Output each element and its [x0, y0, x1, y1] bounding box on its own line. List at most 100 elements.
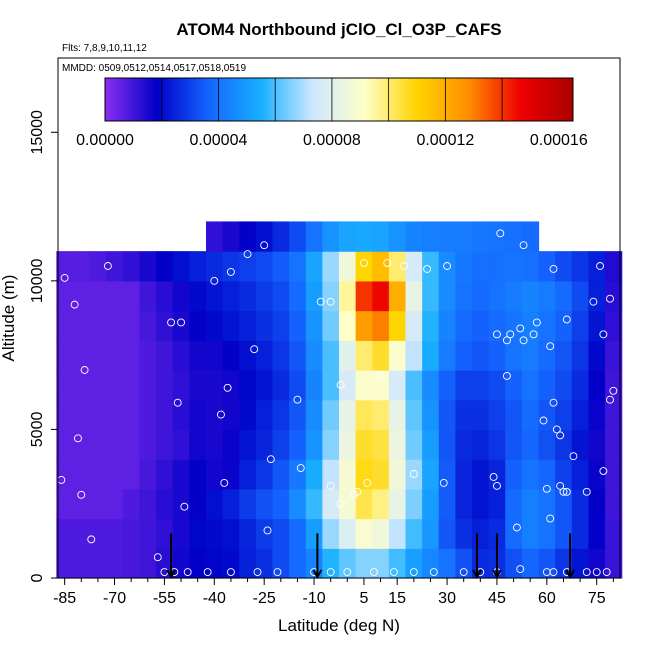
heatmap-cell [189, 459, 207, 490]
heatmap-cell [289, 340, 307, 371]
heatmap-cell [322, 548, 340, 579]
heatmap-cell [372, 370, 390, 401]
heatmap-cell [255, 251, 274, 282]
sample-point [273, 568, 282, 577]
heatmap-cell [172, 370, 190, 401]
heatmap-cell [272, 459, 290, 490]
heatmap-cell [538, 370, 556, 401]
heatmap-cell [106, 399, 124, 431]
heatmap-cell [72, 310, 91, 341]
heatmap-cell [89, 399, 107, 431]
heatmap-cell [322, 429, 340, 460]
sample-point [226, 568, 235, 577]
heatmap-cell [505, 340, 523, 371]
heatmap-cell [372, 429, 390, 460]
heatmap-cell [438, 221, 456, 252]
heatmap-cell [239, 310, 257, 341]
heatmap-cell [355, 370, 373, 401]
track-arrow-head [565, 569, 575, 580]
heatmap-cell [472, 459, 490, 490]
heatmap-cell [255, 548, 274, 579]
heatmap-cell [488, 310, 506, 341]
y-axis-label: Altitude (m) [0, 275, 18, 362]
heatmap-cell [555, 340, 573, 371]
sample-point [502, 371, 511, 380]
heatmap-cell [205, 280, 224, 312]
heatmap-cell [339, 429, 357, 460]
sample-point [539, 416, 548, 425]
sample-point [77, 490, 86, 499]
heatmap-cell [438, 251, 456, 282]
heatmap-cell [339, 518, 357, 549]
heatmap-cell [56, 370, 74, 401]
sample-point [266, 455, 275, 464]
heatmap-cell [172, 548, 190, 579]
heatmap-cell [339, 370, 357, 401]
colorbar-tick-label: 0.00004 [190, 132, 248, 149]
heatmap-cell [538, 340, 556, 371]
x-tick-label: -70 [103, 590, 126, 607]
heatmap-cell [538, 280, 556, 312]
heatmap-cell [488, 459, 506, 490]
sample-point [429, 568, 438, 577]
heatmap-cell [605, 399, 623, 431]
heatmap-cell [571, 340, 590, 371]
heatmap-cell [388, 340, 407, 371]
heatmap-cell [239, 221, 257, 252]
heatmap-cell [605, 488, 623, 520]
heatmap-cell [56, 399, 74, 431]
track-arrows [166, 533, 575, 580]
heatmap-cell [355, 429, 373, 460]
heatmap-cell [388, 221, 407, 252]
sample-point [363, 478, 372, 487]
heatmap-cell [255, 370, 274, 401]
heatmap-cell [222, 399, 240, 431]
heatmap-cell [388, 370, 407, 401]
heatmap-cell [189, 251, 207, 282]
heatmap-cell [56, 518, 74, 549]
track-arrow [472, 533, 482, 580]
heatmap-cell [472, 399, 490, 431]
heatmap-cell [588, 488, 606, 520]
heatmap-cell [538, 518, 556, 549]
heatmap-cell [239, 518, 257, 549]
heatmap-cell [322, 518, 340, 549]
sample-point [180, 502, 189, 511]
heatmap-cell [272, 251, 290, 282]
heatmap-cell [89, 340, 107, 371]
heatmap-cell [289, 399, 307, 431]
heatmap-cell [588, 429, 606, 460]
dates-note: MMDD: 0509,0512,0514,0517,0518,0519 [62, 63, 246, 74]
heatmap-cell [289, 459, 307, 490]
heatmap-cell [388, 280, 407, 312]
sample-point [296, 464, 305, 473]
heatmap-cell [455, 310, 473, 341]
heatmap-cell [388, 548, 407, 579]
sample-point [253, 568, 262, 577]
sample-point [220, 478, 229, 487]
heatmap-cell [438, 548, 456, 579]
sample-point [569, 452, 578, 461]
heatmap-cell [405, 340, 423, 371]
heatmap-cell [588, 340, 606, 371]
heatmap-cell [571, 280, 590, 312]
heatmap-cell [205, 340, 224, 371]
sample-point [173, 398, 182, 407]
colorbar-gradient [105, 78, 573, 121]
heatmap-cell [189, 488, 207, 520]
heatmap-cell [555, 518, 573, 549]
heatmap-cell [521, 221, 540, 252]
heatmap-cell [222, 370, 240, 401]
heatmap-cell [255, 459, 274, 490]
y-tick-label: 0 [29, 573, 46, 582]
heatmap-cell [588, 548, 606, 579]
heatmap-cell [588, 251, 606, 282]
heatmap-cell [255, 280, 274, 312]
heatmap-cell [305, 221, 323, 252]
heatmap-cell [388, 488, 407, 520]
heatmap-cell [239, 340, 257, 371]
heatmap-cell [239, 280, 257, 312]
heatmap-cell [156, 280, 174, 312]
heatmap-cell [205, 548, 224, 579]
heatmap-cell [571, 488, 590, 520]
